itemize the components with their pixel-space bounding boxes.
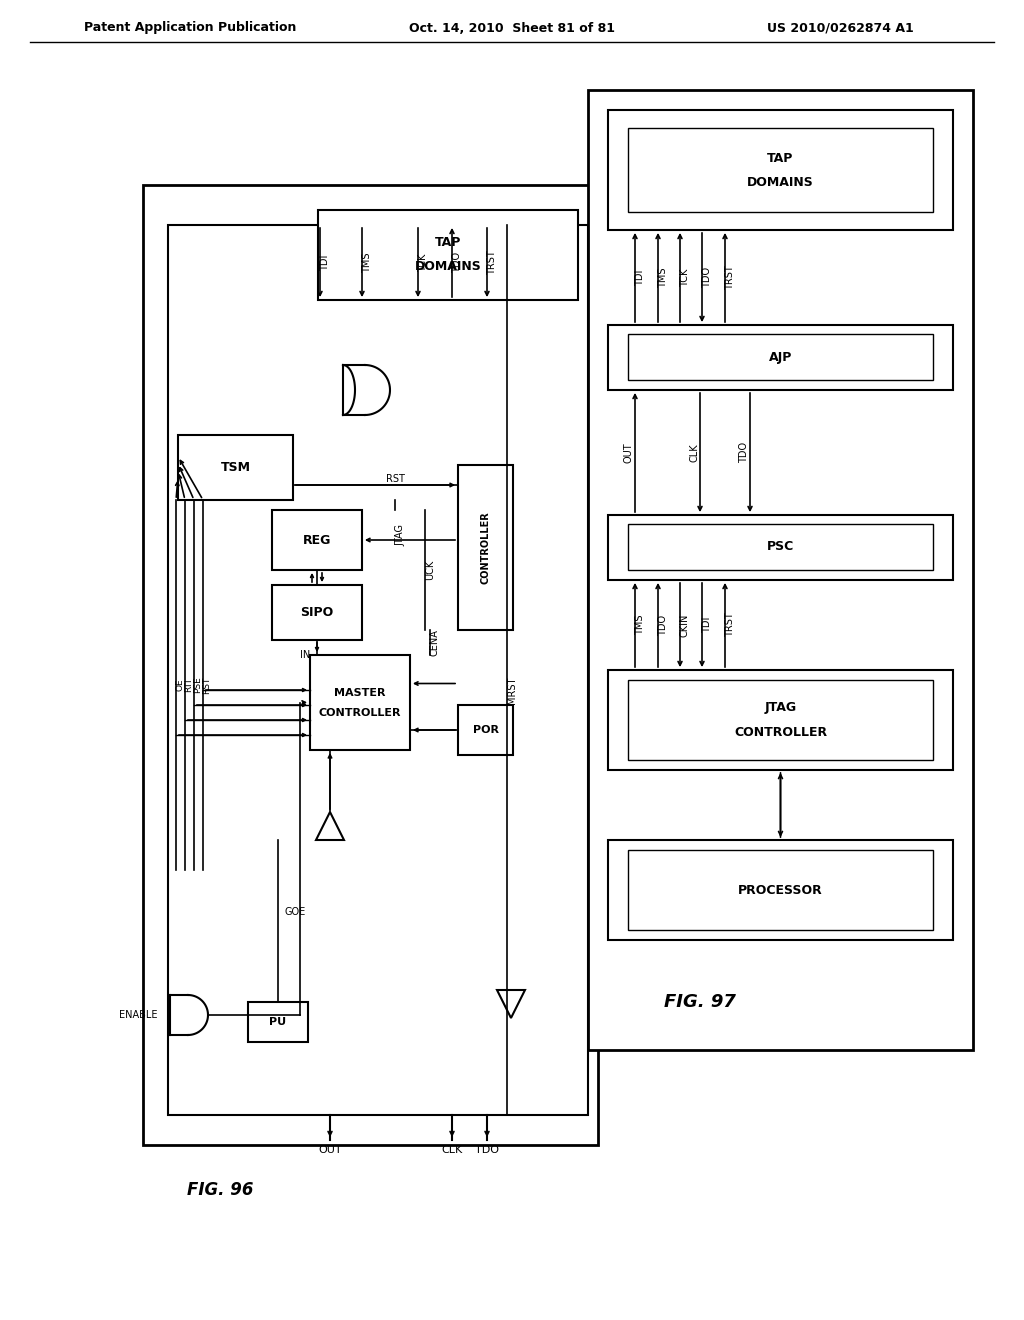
Bar	[272, 585, 362, 640]
Text: REG: REG	[303, 533, 331, 546]
Text: PU: PU	[269, 1016, 287, 1027]
Text: TDO: TDO	[702, 267, 712, 288]
Bar	[248, 1002, 308, 1041]
Bar	[628, 680, 933, 760]
Text: SIPO: SIPO	[300, 606, 334, 619]
Text: CONTROLLER: CONTROLLER	[318, 708, 401, 718]
Text: TAP: TAP	[767, 152, 794, 165]
Text: UCK: UCK	[425, 560, 435, 579]
Text: DOMAINS: DOMAINS	[748, 176, 814, 189]
Bar	[272, 510, 362, 570]
Text: PSC: PSC	[767, 540, 795, 553]
Text: CONTROLLER: CONTROLLER	[480, 511, 490, 583]
Text: RST: RST	[386, 474, 404, 484]
Text: TMS: TMS	[658, 267, 668, 288]
Text: FIG. 97: FIG. 97	[664, 993, 736, 1011]
Text: OUT: OUT	[318, 1144, 342, 1155]
Bar	[458, 705, 513, 755]
Text: PROCESSOR: PROCESSOR	[738, 883, 823, 896]
Text: CENA: CENA	[430, 630, 440, 656]
Text: JTAG: JTAG	[395, 524, 406, 546]
Text: TMS: TMS	[635, 615, 645, 635]
Bar	[608, 515, 953, 579]
Bar	[608, 671, 953, 770]
Bar	[608, 325, 953, 389]
Text: ENABLE: ENABLE	[119, 1010, 157, 1020]
Text: CLK: CLK	[441, 1144, 463, 1155]
Text: POR: POR	[472, 725, 499, 735]
Text: MRST: MRST	[507, 676, 517, 704]
Text: TDI: TDI	[702, 616, 712, 634]
Text: US 2010/0262874 A1: US 2010/0262874 A1	[767, 21, 913, 34]
Text: TSM: TSM	[220, 461, 251, 474]
Text: CLK: CLK	[689, 444, 699, 462]
Text: TDO: TDO	[739, 442, 749, 463]
Bar	[458, 465, 513, 630]
Text: TRST: TRST	[725, 265, 735, 290]
Text: TCK: TCK	[680, 268, 690, 286]
Bar	[628, 524, 933, 570]
Bar	[310, 655, 410, 750]
Bar	[628, 334, 933, 380]
Text: RTI: RTI	[184, 678, 194, 692]
Bar	[588, 90, 973, 1049]
Text: TCK: TCK	[418, 253, 428, 272]
Bar	[608, 840, 953, 940]
Text: TDO: TDO	[475, 1144, 499, 1155]
Text: AJP: AJP	[769, 351, 793, 363]
Bar	[628, 850, 933, 931]
Text: RST: RST	[203, 676, 212, 694]
Text: TMS: TMS	[362, 252, 372, 273]
Text: FIG. 96: FIG. 96	[186, 1181, 253, 1199]
Text: TDO: TDO	[452, 252, 462, 273]
Bar	[628, 128, 933, 213]
Bar	[608, 110, 953, 230]
Bar	[143, 185, 598, 1144]
Text: OUT: OUT	[624, 442, 634, 463]
Bar	[318, 210, 578, 300]
Bar	[178, 436, 293, 500]
Text: TAP: TAP	[435, 236, 461, 249]
Text: TRST: TRST	[487, 249, 497, 275]
Text: PSE: PSE	[194, 677, 203, 693]
Text: MASTER: MASTER	[334, 688, 386, 697]
Text: JTAG: JTAG	[765, 701, 797, 714]
Text: Oct. 14, 2010  Sheet 81 of 81: Oct. 14, 2010 Sheet 81 of 81	[409, 21, 615, 34]
Text: TDO: TDO	[658, 614, 668, 635]
Bar	[168, 224, 588, 1115]
Text: OE: OE	[175, 678, 184, 692]
Text: TDI: TDI	[319, 255, 330, 271]
Text: IN: IN	[300, 649, 310, 660]
Text: CONTROLLER: CONTROLLER	[734, 726, 827, 738]
Text: DOMAINS: DOMAINS	[415, 260, 481, 273]
Text: GOE: GOE	[285, 907, 305, 917]
Text: CKIN: CKIN	[680, 614, 690, 636]
Text: Patent Application Publication: Patent Application Publication	[84, 21, 296, 34]
Text: TRST: TRST	[725, 612, 735, 638]
Text: TDI: TDI	[635, 269, 645, 285]
